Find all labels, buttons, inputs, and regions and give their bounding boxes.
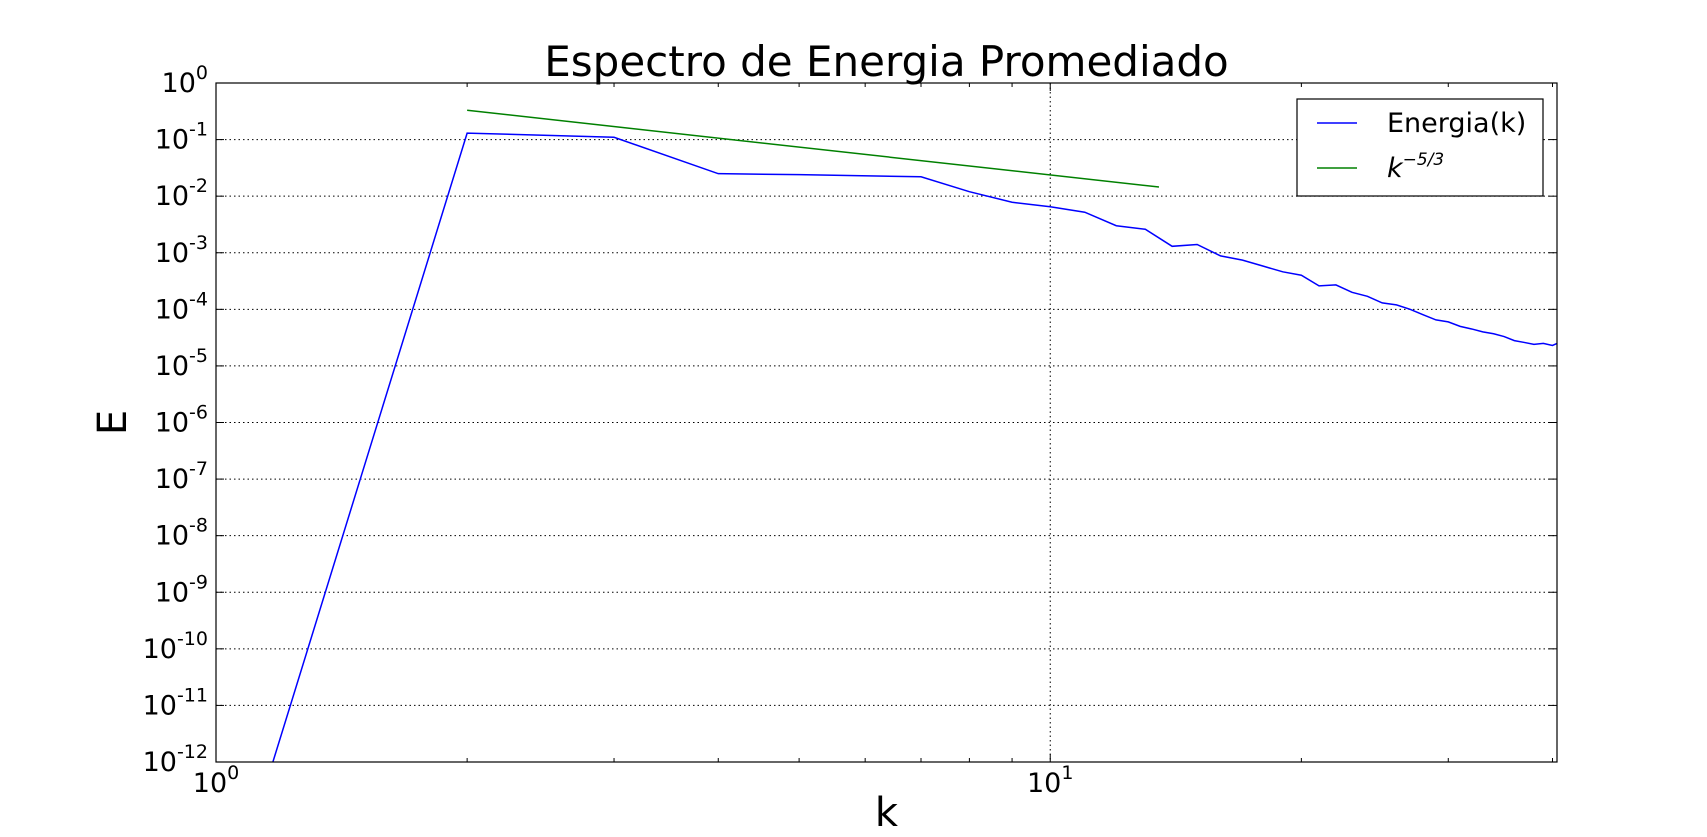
chart-title: Espectro de Energia Promediado [544, 37, 1228, 86]
y-tick-label: 10-6 [155, 402, 208, 439]
y-tick-label: 10-10 [143, 628, 208, 665]
legend-label-0: Energia(k) [1387, 108, 1526, 139]
y-tick-label: 100 [162, 62, 208, 99]
y-tick-label: 10-8 [155, 515, 208, 552]
y-tick-label: 10-5 [155, 345, 208, 382]
legend: Energia(k) k−5/3 [1296, 98, 1544, 197]
series-line-0 [272, 132, 1557, 762]
y-tick-label: 10-12 [143, 741, 208, 778]
y-tick-label: 10-7 [155, 458, 208, 495]
y-tick-label: 10-9 [155, 571, 208, 608]
series-line-1 [467, 109, 1160, 188]
y-tick-label: 10-2 [155, 175, 208, 212]
label-layer: Espectro de Energia Promediado k E [90, 37, 1229, 836]
x-axis-label: k [875, 790, 899, 836]
legend-box [1296, 98, 1544, 197]
y-tick-label: 10-1 [155, 119, 208, 156]
x-tick-label: 100 [193, 762, 239, 799]
y-tick-label: 10-4 [155, 288, 208, 325]
legend-label-1: k−5/3 [1387, 150, 1444, 184]
series-layer [272, 109, 1557, 762]
y-tick-label: 10-3 [155, 232, 208, 269]
x-tick-label: 101 [1027, 762, 1073, 799]
y-tick-label: 10-11 [143, 684, 208, 721]
y-axis-label: E [90, 410, 136, 435]
tick-layer: 100 10-1 10-2 10-3 10-4 10-5 10-6 10-7 10-8 10-9 1… [143, 62, 1557, 799]
